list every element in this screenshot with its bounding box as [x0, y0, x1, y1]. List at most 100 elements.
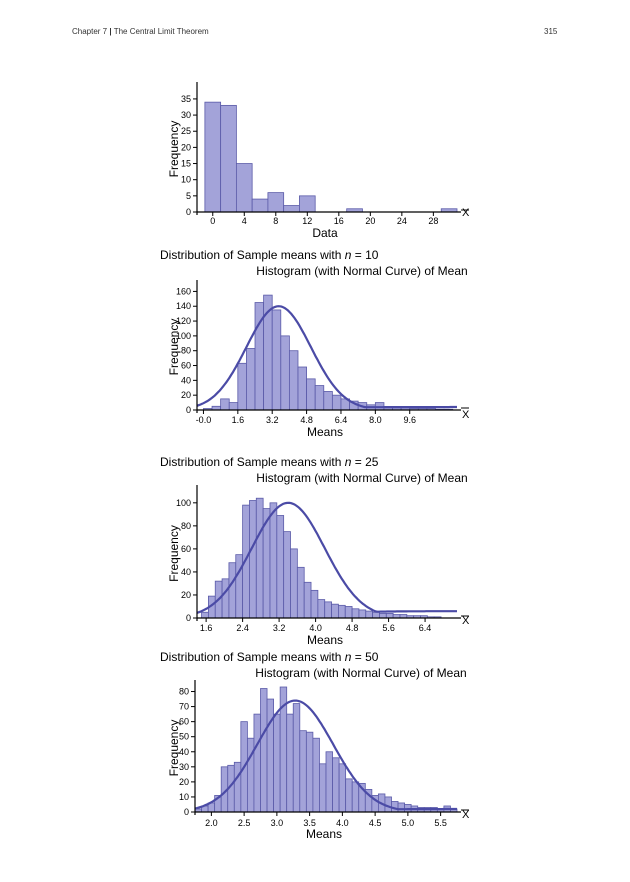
histogram-bar [310, 589, 319, 619]
histogram-bar [299, 195, 316, 213]
x-tick-label: 4.8 [300, 415, 313, 425]
chapter-title: The Central Limit Theorem [113, 27, 209, 36]
histogram-bar [237, 362, 247, 411]
caption-suffix: = 50 [351, 650, 379, 664]
caption-prefix: Distribution of Sample means with [160, 248, 345, 262]
histogram-bar [385, 612, 394, 619]
caption-prefix: Distribution of Sample means with [160, 650, 345, 664]
x-tick-label: 4.0 [309, 623, 322, 633]
x-tick-label: 3.0 [271, 818, 284, 828]
y-tick-label: 70 [179, 702, 189, 712]
histogram-means-n50: Histogram (with Normal Curve) of Mean X 0 1… [167, 666, 470, 841]
y-tick-label: 15 [181, 159, 191, 169]
x-tick-label: 6.4 [419, 623, 432, 633]
y-axis-label: Frequency [167, 525, 181, 582]
y-tick-label: 60 [181, 361, 191, 371]
page-number: 315 [544, 27, 558, 36]
histogram-bar [292, 703, 301, 813]
histogram-bar [324, 601, 332, 619]
histogram-bar [323, 391, 333, 411]
x-tick-label: 1.6 [232, 415, 245, 425]
x-tick-label: 28 [428, 216, 438, 226]
normal-curve [196, 501, 457, 614]
y-tick-label: 0 [184, 807, 189, 817]
histogram-bar [332, 757, 340, 813]
y-tick-label: 20 [181, 590, 191, 600]
histogram-bar [253, 713, 261, 813]
normal-curve [194, 699, 457, 811]
x-tick-label: 4 [242, 216, 247, 226]
x-tick-label: 12 [302, 216, 312, 226]
histogram-bar [204, 101, 222, 213]
histogram-bar [220, 104, 237, 213]
x-tick-label: 20 [365, 216, 375, 226]
histogram-bar [317, 599, 326, 619]
histogram-bar [228, 402, 239, 411]
histogram-bar [276, 515, 285, 619]
x-axis-end-label: X [462, 207, 470, 219]
histogram-data: X 0 5 10 15 20 25 30 35 0 4 8 12 16 20 24 28 Data Frequenc… [167, 82, 470, 240]
y-tick-label: 80 [179, 687, 189, 697]
histogram-means-n25: Histogram (with Normal Curve) of Mean X 0 2… [167, 471, 470, 647]
y-tick-label: 10 [179, 792, 189, 802]
x-tick-label: 4.5 [369, 818, 382, 828]
x-tick-label: 9.6 [403, 415, 416, 425]
histogram-bar [235, 163, 253, 213]
x-tick-label: 3.2 [266, 415, 279, 425]
histogram-bar [271, 309, 282, 411]
x-axis-label: Means [307, 633, 343, 647]
y-tick-label: 10 [181, 175, 191, 185]
x-tick-label: 5.5 [434, 818, 447, 828]
chapter-number: Chapter 7 [72, 27, 108, 36]
caption-suffix: = 25 [351, 455, 379, 469]
x-tick-label: 6.4 [335, 415, 348, 425]
x-tick-label: 5.0 [402, 818, 415, 828]
histogram-bar [283, 531, 291, 619]
histogram-bar [221, 578, 230, 619]
y-tick-label: 60 [179, 717, 189, 727]
histogram-bar [251, 198, 269, 213]
x-tick-label: 24 [397, 216, 407, 226]
y-tick-label: 0 [186, 207, 191, 217]
x-tick-label: 8 [273, 216, 278, 226]
histogram-bar [235, 554, 244, 619]
histogram-bar [260, 688, 268, 813]
y-tick-label: 20 [181, 142, 191, 152]
x-axis-end-label: X [462, 409, 470, 421]
histogram-bar [220, 398, 230, 411]
chart-title: Histogram (with Normal Curve) of Mean [255, 666, 466, 680]
histogram-bar [267, 192, 285, 213]
histogram-bar [351, 781, 360, 813]
x-tick-label: 2.4 [236, 623, 249, 633]
x-tick-label: 5.6 [382, 623, 395, 633]
histogram-bar [319, 763, 327, 813]
x-tick-label: 0 [210, 216, 215, 226]
histogram-bar [288, 350, 299, 411]
x-tick-label: 16 [334, 216, 344, 226]
histogram-bar [273, 713, 281, 813]
x-axis-label: Data [312, 226, 338, 240]
histogram-bar [228, 562, 237, 619]
histogram-means-n10: Histogram (with Normal Curve) of Mean X 0 2… [167, 264, 470, 439]
histogram-bar [344, 606, 353, 619]
caption-variable: n [344, 650, 352, 664]
chart-title: Histogram (with Normal Curve) of Mean [256, 264, 467, 278]
y-axis-label: Frequency [167, 720, 181, 777]
histogram-bar [255, 497, 264, 619]
caption-variable: n [344, 455, 352, 469]
y-axis-label: Frequency [167, 319, 181, 376]
caption-n50: Distribution of Sample means with n = 50 [160, 650, 378, 664]
y-tick-label: 50 [179, 732, 189, 742]
running-header: Chapter 7 | The Central Limit Theorem [72, 27, 209, 36]
y-tick-label: 40 [181, 375, 191, 385]
x-tick-label: 4.0 [336, 818, 349, 828]
y-tick-label: 20 [179, 777, 189, 787]
histogram-bar [331, 603, 339, 619]
histogram-bar [283, 205, 300, 213]
histogram-bar [246, 348, 256, 411]
histogram-bar [269, 502, 278, 619]
histogram-bar [201, 611, 209, 619]
histogram-bar [290, 548, 298, 619]
caption-n25: Distribution of Sample means with n = 25 [160, 455, 378, 469]
x-axis-end-label: X [462, 615, 470, 627]
